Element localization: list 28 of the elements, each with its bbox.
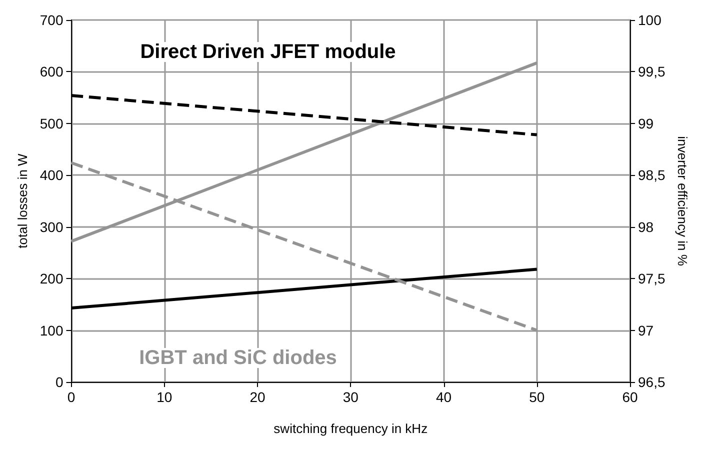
x-tick-label: 0: [67, 389, 76, 405]
x-tick-label: 10: [156, 389, 172, 405]
y2-tick-label: 97: [638, 322, 654, 338]
y-tick-label: 500: [40, 115, 64, 132]
y2-tick-label: 100: [638, 12, 662, 28]
y2-axis-title: inverter efficiency in %: [675, 136, 690, 266]
x-tick-label: 30: [342, 389, 359, 405]
y-tick-label: 600: [40, 64, 64, 80]
annotation: IGBT and SiC diodes: [139, 347, 337, 369]
x-tick-label: 20: [250, 389, 266, 405]
annotation: Direct Driven JFET module: [140, 41, 396, 63]
y-axis-title: total losses in W: [15, 152, 30, 248]
x-tick-label: 50: [529, 389, 545, 405]
x-tick-label: 60: [622, 389, 638, 405]
y-tick-label: 0: [55, 374, 64, 390]
y2-tick-label: 97,5: [638, 270, 666, 287]
y-tick-label: 300: [40, 218, 64, 235]
y2-tick-label: 99,5: [638, 64, 666, 80]
y-tick-label: 200: [40, 270, 64, 287]
y2-tick-label: 96,5: [638, 374, 666, 390]
y2-tick-label: 98,5: [638, 167, 666, 184]
y-tick-label: 100: [40, 322, 64, 338]
x-axis-title: switching frequency in kHz: [274, 421, 428, 436]
y2-tick-label: 98: [638, 218, 654, 235]
y-tick-label: 400: [40, 167, 64, 184]
x-tick-label: 40: [436, 389, 452, 405]
y-tick-label: 700: [40, 12, 64, 28]
y2-tick-label: 99: [638, 115, 654, 132]
